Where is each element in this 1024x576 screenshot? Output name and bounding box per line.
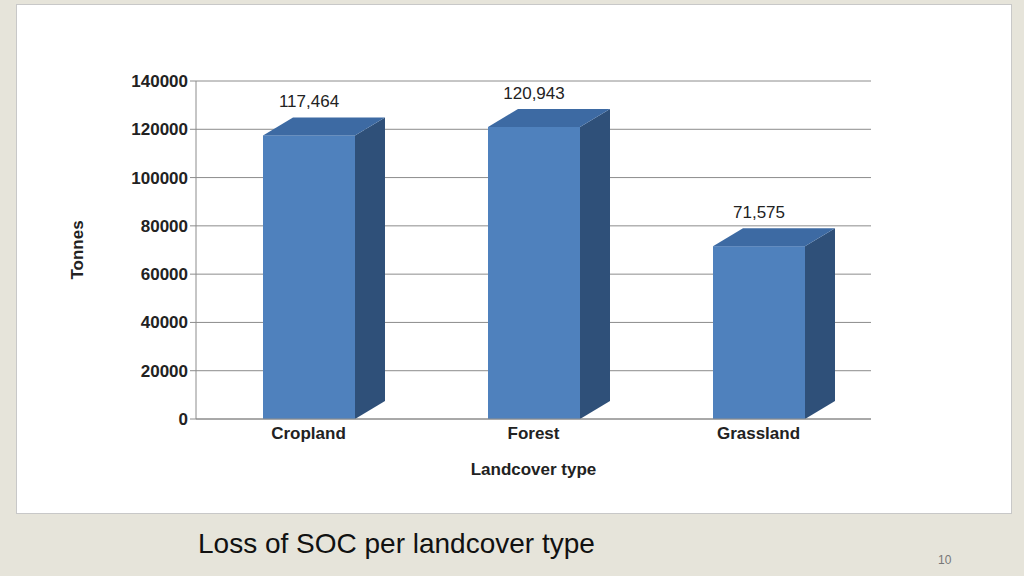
svg-text:40000: 40000 [141,313,188,332]
svg-text:Tonnes: Tonnes [68,220,87,279]
svg-text:60000: 60000 [141,265,188,284]
html-text:Loss of SOC per landcover type: Loss of SOC per landcover type [198,528,595,559]
svg-text:0: 0 [179,410,188,429]
svg-text:140000: 140000 [131,72,188,91]
svg-text:20000: 20000 [141,362,188,381]
svg-text:100000: 100000 [131,169,188,188]
svg-text:80000: 80000 [141,217,188,236]
svg-text:Cropland: Cropland [271,424,346,443]
svg-text:120,943: 120,943 [503,84,564,103]
svg-text:120000: 120000 [131,120,188,139]
svg-text:117,464: 117,464 [279,92,339,111]
svg-text:71,575: 71,575 [733,203,785,222]
svg-text:Forest: Forest [508,424,560,443]
svg-text:Grassland: Grassland [717,424,800,443]
html-text:10: 10 [938,553,952,567]
svg-text:Landcover type: Landcover type [471,460,597,479]
